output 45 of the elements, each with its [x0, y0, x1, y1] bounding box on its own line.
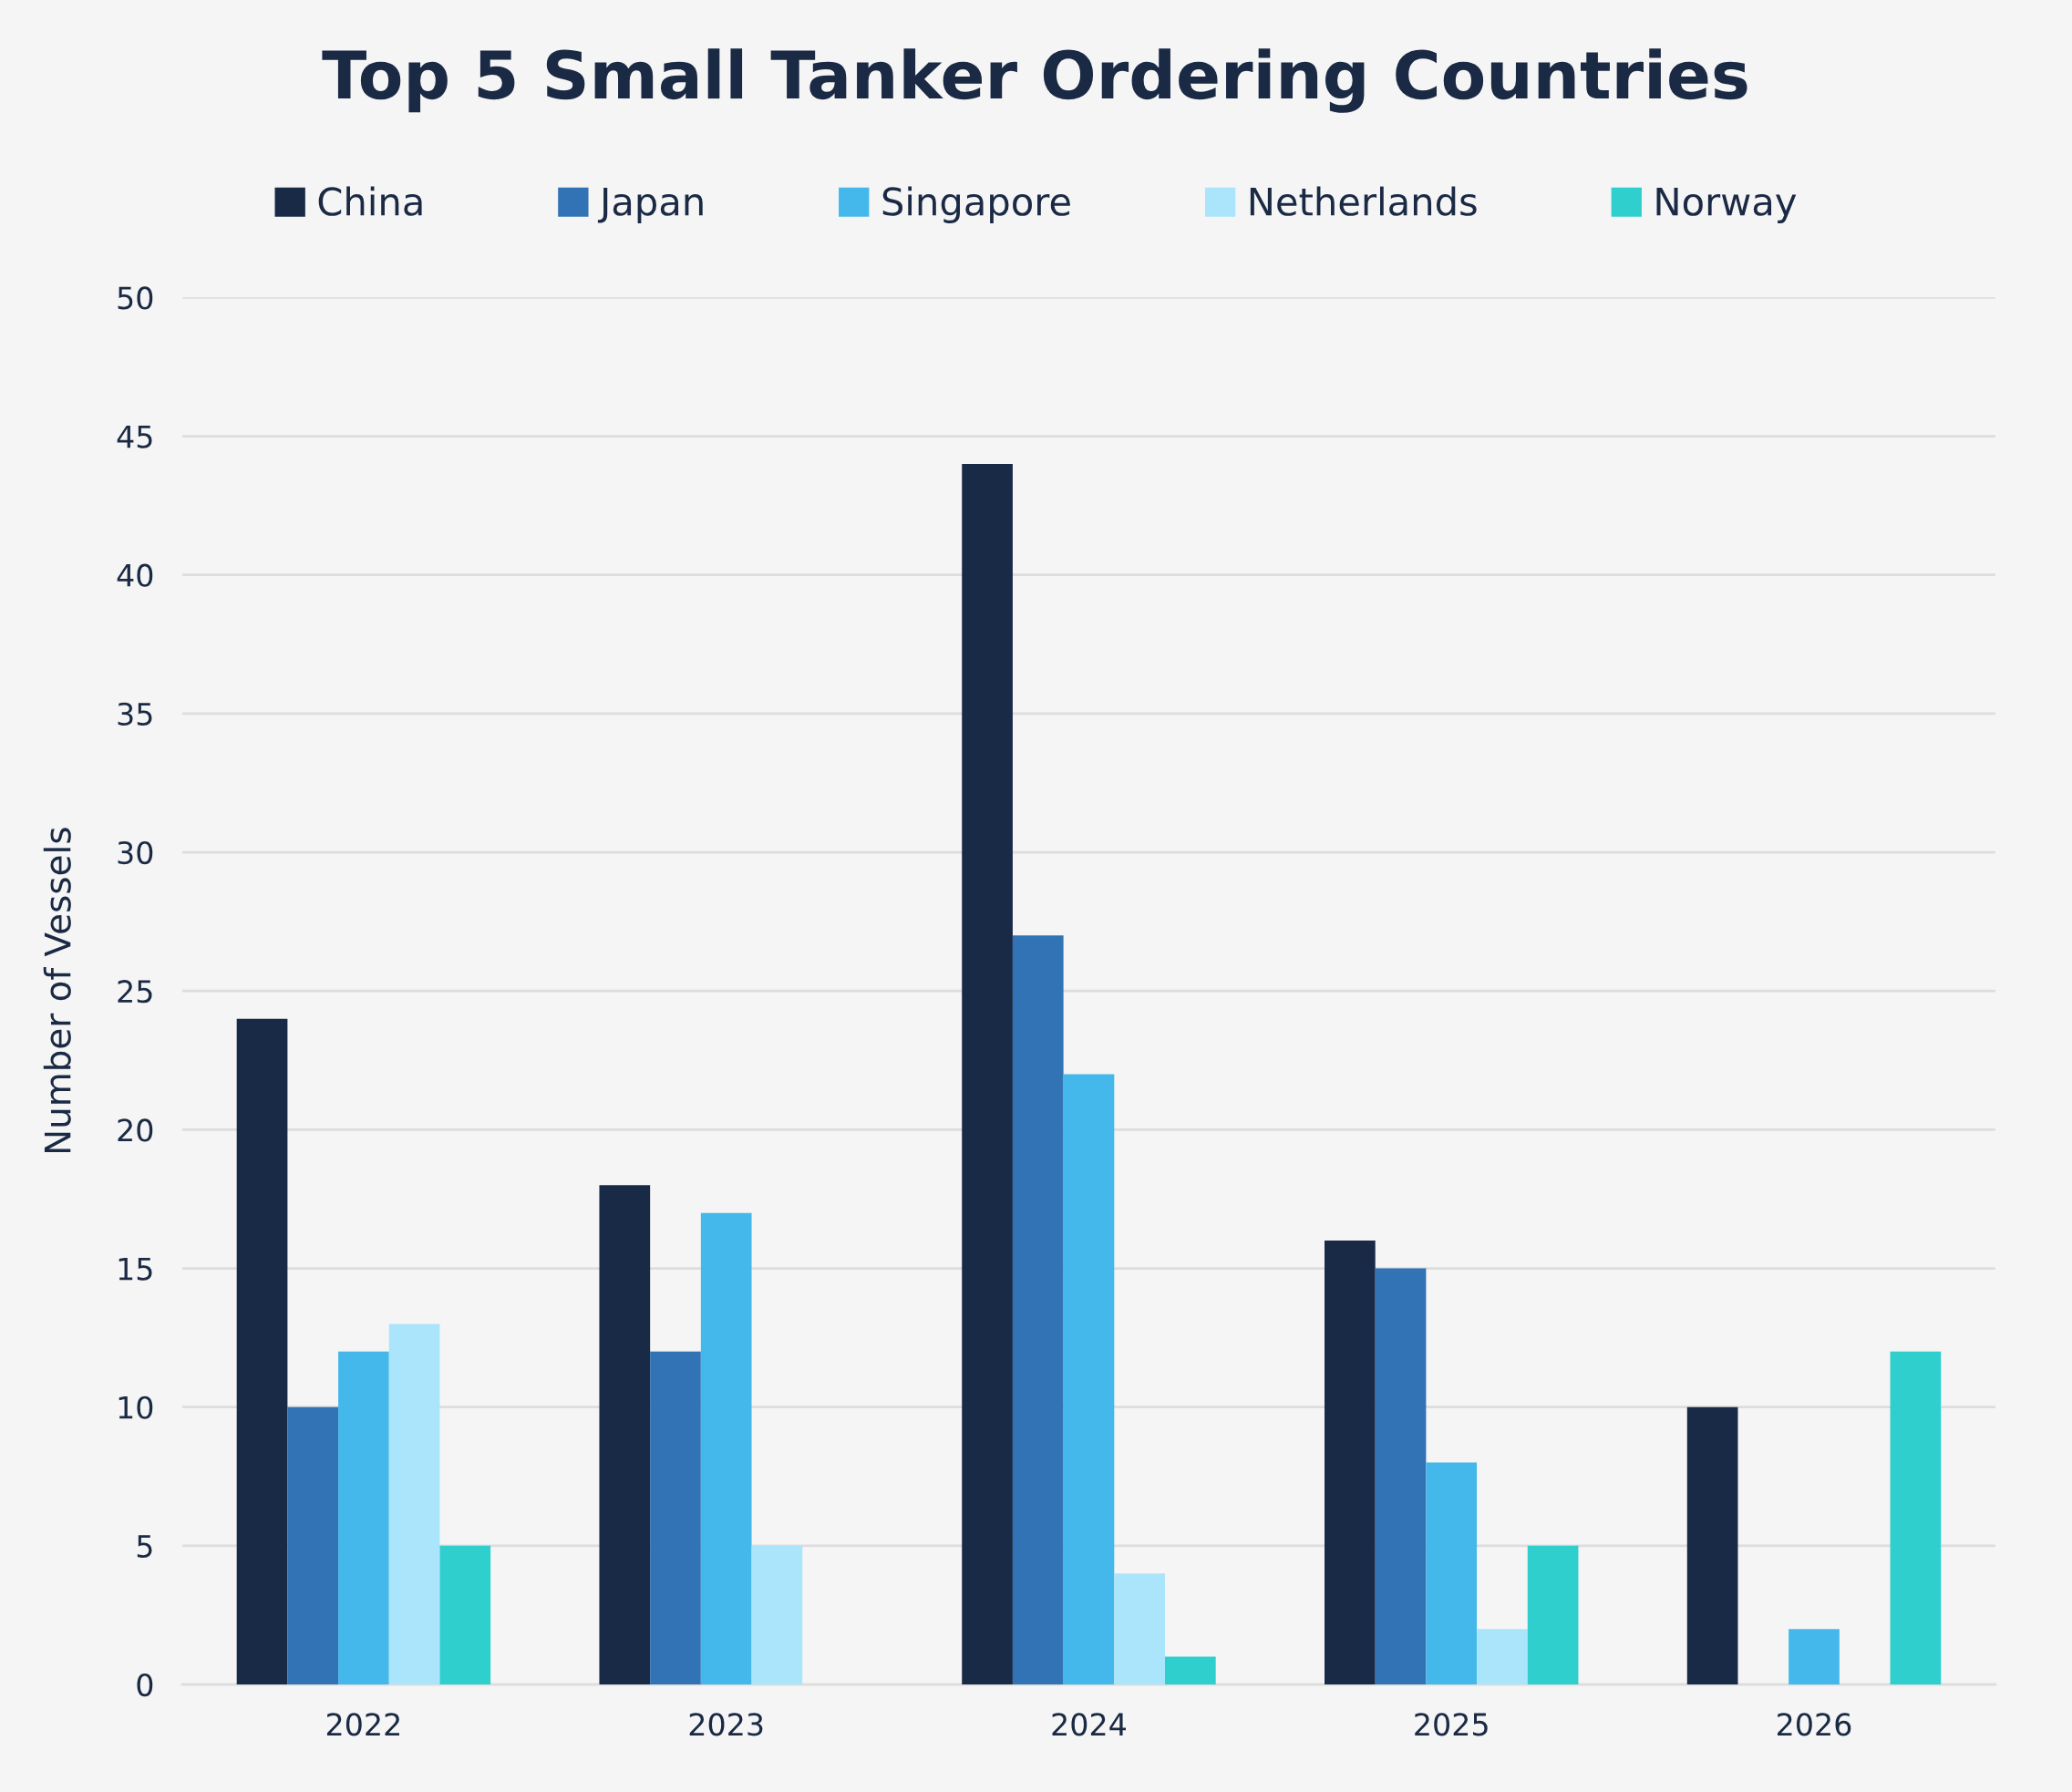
bar: [599, 1185, 651, 1685]
bar: [236, 1018, 288, 1685]
bar: [1164, 1656, 1216, 1685]
y-tick-label: 15: [119, 1257, 152, 1281]
bar: [1527, 1545, 1579, 1685]
y-tick-label: 25: [118, 980, 152, 1004]
y-tick-label: 35: [118, 702, 152, 726]
y-tick-label: 50: [118, 286, 153, 310]
y-tick-label: 45: [117, 425, 152, 448]
chart-title: Top 5 Small Tanker Ordering Countries: [322, 48, 1747, 113]
y-tick-label: 20: [118, 1118, 153, 1142]
y-tick-label: 30: [118, 840, 153, 865]
bar: [1789, 1629, 1840, 1685]
legend-label: Norway: [1656, 187, 1797, 223]
y-tick-label: 0: [137, 1673, 153, 1697]
y-tick-label: 10: [119, 1395, 153, 1419]
y-axis-title: Number of Vessels: [43, 828, 71, 1153]
legend-label: Netherlands: [1250, 186, 1477, 216]
legend-label: China: [318, 186, 422, 216]
bar: [1114, 1573, 1165, 1685]
bar: [338, 1351, 389, 1685]
bar: [1325, 1241, 1376, 1685]
x-tick-label: 2026: [1778, 1713, 1851, 1736]
bar: [1012, 935, 1064, 1685]
x-tick-label: 2024: [1052, 1713, 1127, 1736]
bar: [1477, 1629, 1528, 1685]
bar: [388, 1323, 440, 1685]
legend-label: Singapore: [882, 186, 1070, 223]
x-tick-label: 2023: [689, 1713, 763, 1736]
y-tick-label: 5: [137, 1535, 152, 1559]
bar: [1375, 1268, 1427, 1685]
bar: [962, 463, 1013, 1685]
x-tick-label: 2025: [1415, 1713, 1488, 1736]
y-tick-label: 40: [117, 563, 153, 587]
bar: [1890, 1351, 1942, 1685]
bar: [287, 1406, 339, 1685]
bar: [1063, 1074, 1115, 1685]
bar: [439, 1545, 491, 1685]
bar: [1426, 1462, 1478, 1685]
x-tick-label: 2022: [326, 1713, 399, 1736]
bar: [751, 1545, 803, 1685]
bar: [700, 1212, 752, 1685]
bar: [1686, 1406, 1738, 1685]
bar: [650, 1351, 701, 1685]
legend-label: Japan: [597, 187, 703, 223]
